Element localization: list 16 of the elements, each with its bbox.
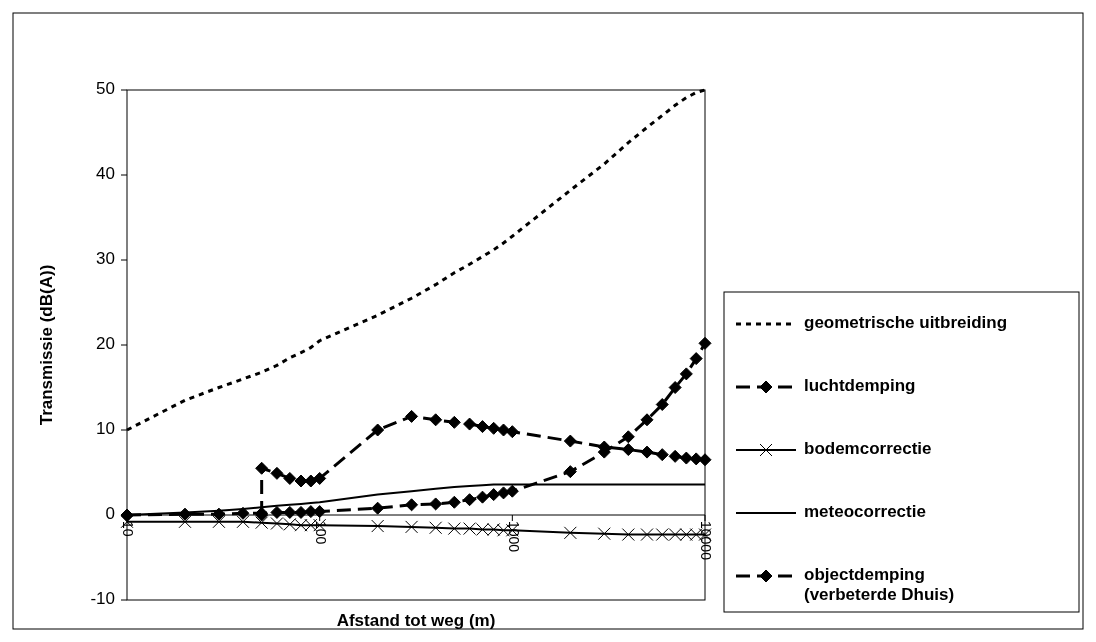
legend-label: objectdemping (verbeterde Dhuis) — [804, 565, 955, 605]
y-tick-label: 10 — [96, 419, 115, 439]
x-tick-label: 10 — [120, 521, 137, 537]
legend-label: geometrische uitbreiding — [804, 313, 1008, 333]
x-axis-title: Afstand tot weg (m) — [336, 611, 496, 630]
legend-label: bodemcorrectie — [804, 439, 932, 459]
legend-label: meteocorrectie — [804, 502, 926, 522]
y-tick-label: -10 — [90, 589, 115, 609]
x-tick-label: 10000 — [698, 521, 715, 561]
y-tick-label: 0 — [105, 504, 115, 524]
legend-label: luchtdemping — [804, 376, 916, 396]
y-axis-title: Transmissie (dB(A)) — [37, 264, 56, 426]
y-tick-label: 50 — [96, 79, 115, 99]
y-tick-label: 20 — [96, 334, 115, 354]
y-tick-label: 40 — [96, 164, 115, 184]
y-tick-label: 30 — [96, 249, 115, 269]
